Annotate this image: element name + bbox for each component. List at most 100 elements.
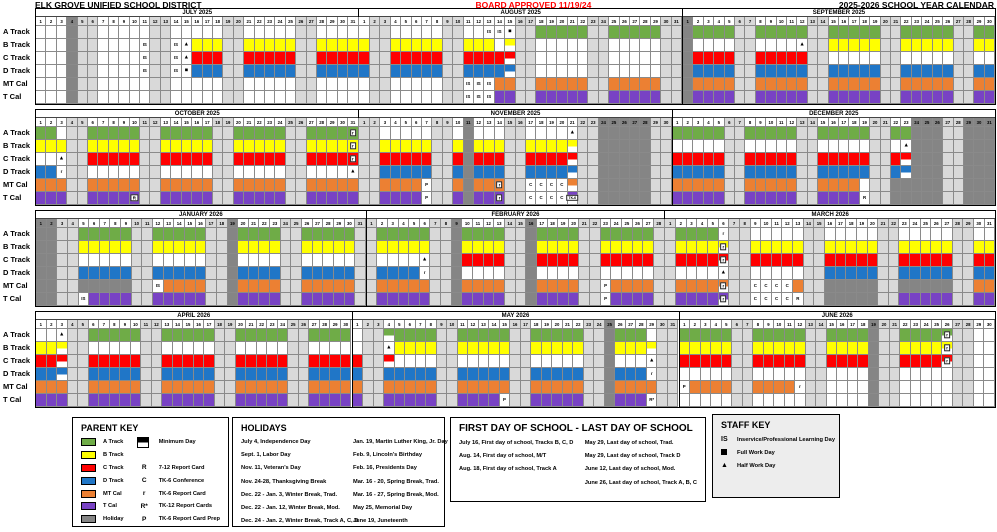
day-number: 4 — [711, 320, 722, 329]
day-cell — [352, 368, 364, 381]
track-row-a — [682, 26, 996, 39]
day-number: 18 — [849, 118, 860, 127]
day-cell — [57, 355, 68, 368]
day-cell — [536, 140, 547, 153]
day-cell — [89, 241, 100, 254]
day-cell — [588, 153, 599, 166]
day-cell: r — [646, 368, 658, 381]
day-number: 18 — [216, 219, 228, 228]
day-cell — [858, 329, 869, 342]
day-number: 20 — [557, 118, 568, 127]
day-cell — [288, 381, 299, 394]
day-number: 25 — [288, 320, 299, 329]
day-cell — [88, 65, 99, 78]
day-cell — [264, 127, 276, 140]
day-cell — [640, 192, 651, 205]
day-cell — [421, 91, 433, 104]
day-cell — [911, 91, 923, 104]
day-cell — [119, 78, 130, 91]
day-cell — [910, 293, 921, 306]
day-cell — [415, 394, 427, 407]
day-cell — [816, 329, 827, 342]
day-cell — [442, 91, 454, 104]
day-cell — [78, 329, 89, 342]
day-cell — [108, 39, 120, 52]
day-cell — [109, 329, 121, 342]
day-cell — [932, 52, 944, 65]
track-labels: A Track B Track C Track D Track MT Cal T Cal — [0, 109, 35, 206]
day-cell — [267, 329, 278, 342]
day-cell — [195, 267, 207, 280]
day-cell — [171, 179, 182, 192]
day-cell — [150, 52, 161, 65]
day-cell — [202, 127, 213, 140]
day-cell — [430, 228, 442, 241]
day-cell — [650, 52, 662, 65]
day-cell — [441, 228, 452, 241]
day-cell — [344, 293, 356, 306]
track-row-b — [36, 241, 366, 254]
day-cell — [828, 127, 840, 140]
day-cell — [337, 153, 349, 166]
day-number: 24 — [922, 17, 933, 26]
day-number: 10 — [129, 17, 141, 26]
day-cell: R — [793, 293, 804, 306]
day-cell — [264, 166, 276, 179]
day-cell — [377, 293, 388, 306]
day-cell — [739, 254, 751, 267]
day-number: 1 — [36, 118, 47, 127]
day-cell — [541, 394, 553, 407]
day-cell — [121, 280, 132, 293]
day-cell — [891, 39, 902, 52]
day-cell — [109, 368, 121, 381]
day-cell — [489, 394, 500, 407]
day-cell — [264, 26, 276, 39]
day-number: 13 — [162, 320, 173, 329]
day-number: 12 — [797, 17, 808, 26]
day-cell — [609, 127, 620, 140]
day-cell — [515, 153, 526, 166]
track-row-t — [682, 91, 996, 104]
month-july-2025: JULY 2025 1 2 3 4 5 6 7 8 9 10 11 12 13 14 15 16 17 18 19 20… — [36, 9, 360, 104]
month-november-2025: NOVEMBER 2025 1 2 3 4 5 6 7 8 9 10 11 12 13 14 15 16 17 18… — [359, 110, 673, 205]
day-cell — [721, 368, 733, 381]
day-cell — [233, 26, 245, 39]
day-cell — [296, 78, 307, 91]
day-cell — [984, 293, 996, 306]
day-cell — [390, 140, 402, 153]
day-number: 26 — [296, 17, 307, 26]
day-cell — [359, 26, 370, 39]
day-cell — [204, 355, 215, 368]
day-cell — [562, 381, 574, 394]
day-cell — [67, 39, 78, 52]
swatch-label: B Track — [103, 452, 124, 459]
day-cell — [714, 65, 725, 78]
day-number: 13 — [160, 17, 172, 26]
marker: C — [753, 282, 757, 288]
day-cell — [327, 26, 338, 39]
day-number: 12 — [787, 118, 798, 127]
day-cell — [151, 355, 163, 368]
day-number: 10 — [453, 118, 464, 127]
day-cell — [359, 140, 370, 153]
day-cell — [805, 329, 817, 342]
month-title: DECEMBER 2025 — [672, 110, 995, 118]
day-cell — [327, 39, 338, 52]
day-cell — [88, 179, 99, 192]
day-number: 3 — [686, 219, 698, 228]
day-cell — [316, 166, 328, 179]
day-cell — [714, 179, 725, 192]
day-cell — [690, 342, 701, 355]
day-cell — [46, 65, 57, 78]
track-label-c: C Track — [3, 154, 31, 163]
day-cell — [348, 91, 359, 104]
day-number: 17 — [536, 219, 548, 228]
swatch-label: T Cal — [103, 503, 117, 510]
day-cell — [541, 342, 553, 355]
day-cell — [911, 192, 923, 205]
marker: r — [944, 357, 951, 365]
day-cell: IS — [484, 78, 495, 91]
day-cell: C — [536, 192, 547, 205]
day-cell — [405, 368, 416, 381]
day-cell — [742, 394, 754, 407]
